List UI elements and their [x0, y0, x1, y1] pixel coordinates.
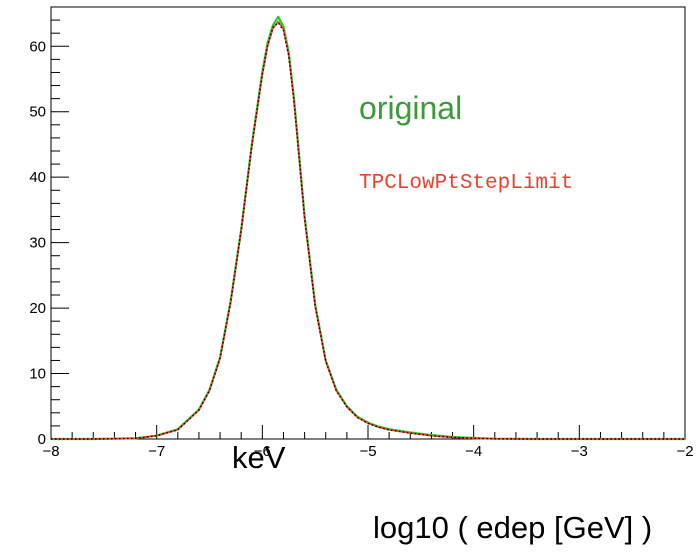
- y-tick-label: 10: [29, 366, 46, 383]
- legend-original: original: [359, 90, 462, 126]
- tick-labels: −8 −7 −6 −5 −4 −3 −2 0 10 20 30 40 50 60: [29, 38, 693, 460]
- plot-frame: [50, 6, 686, 440]
- series-line-overlay: [51, 22, 685, 440]
- legend-tpclowptsteplimit: TPCLowPtStepLimit: [359, 172, 573, 195]
- y-tick-label: 0: [38, 431, 46, 448]
- x-tick-label: −4: [465, 443, 482, 460]
- series-line-original: [51, 15, 685, 441]
- axis-ticks: [50, 19, 686, 440]
- y-tick-label: 20: [29, 300, 46, 317]
- data-series: [51, 15, 685, 441]
- x-tick-label: −8: [42, 443, 59, 460]
- x-axis-label: log10 ( edep [GeV] ): [373, 510, 652, 545]
- x-tick-label: −7: [148, 443, 165, 460]
- x-tick-label: −6: [254, 443, 271, 460]
- y-tick-label: 30: [29, 235, 46, 252]
- annotation-kev: keV: [232, 440, 286, 475]
- y-tick-label: 60: [29, 38, 46, 55]
- series-line-tpclowptsteplimit: [51, 20, 685, 440]
- y-tick-label: 50: [29, 104, 46, 121]
- x-tick-label: −2: [676, 443, 693, 460]
- x-tick-label: −5: [359, 443, 376, 460]
- y-tick-label: 40: [29, 169, 46, 186]
- x-tick-label: −3: [571, 443, 588, 460]
